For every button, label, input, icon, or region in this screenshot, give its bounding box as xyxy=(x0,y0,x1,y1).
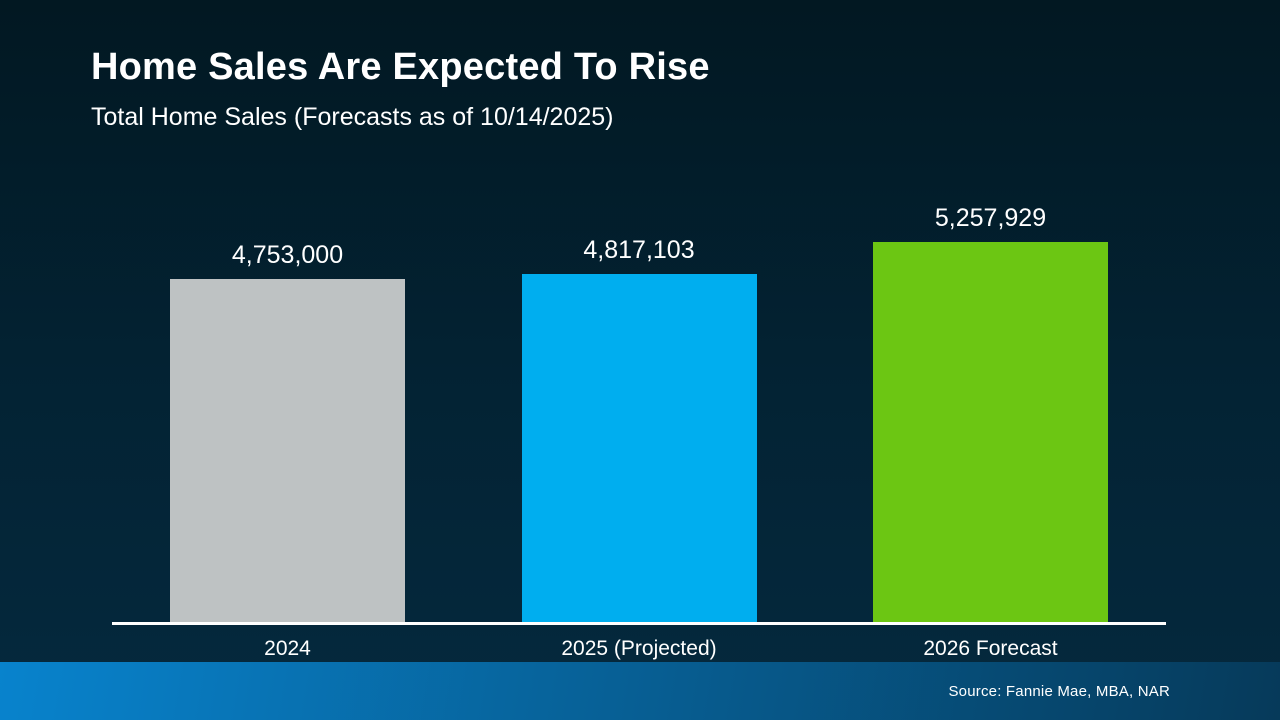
x-tick-label-2024: 2024 xyxy=(264,637,311,660)
x-tick-label-2025-projected: 2025 (Projected) xyxy=(561,637,717,660)
data-label-2026-forecast: 5,257,929 xyxy=(934,204,1047,232)
source-text: Source: Fannie Mae, MBA, NAR xyxy=(948,682,1170,700)
data-label-2024: 4,753,000 xyxy=(231,241,344,269)
bar-2026-forecast xyxy=(873,242,1108,623)
footer-band: Source: Fannie Mae, MBA, NAR xyxy=(0,662,1280,720)
bar-group-2024: 4,753,000 xyxy=(170,180,405,623)
slide-header: Home Sales Are Expected To Rise Total Ho… xyxy=(91,46,710,131)
bar-2024 xyxy=(170,279,405,623)
bar-group-2026-forecast: 5,257,929 xyxy=(873,180,1108,623)
x-axis-labels: 2024 2025 (Projected) 2026 Forecast xyxy=(112,637,1166,661)
bar-chart: 4,753,000 4,817,103 5,257,929 xyxy=(112,180,1166,623)
chart-title: Home Sales Are Expected To Rise xyxy=(91,46,710,88)
data-label-2025-projected: 4,817,103 xyxy=(583,236,695,264)
bar-2025-projected xyxy=(521,274,757,623)
x-axis-line xyxy=(112,622,1166,625)
x-tick-label-2026-forecast: 2026 Forecast xyxy=(923,637,1058,660)
bar-group-2025-projected: 4,817,103 xyxy=(521,180,757,623)
chart-subtitle: Total Home Sales (Forecasts as of 10/14/… xyxy=(91,102,614,131)
